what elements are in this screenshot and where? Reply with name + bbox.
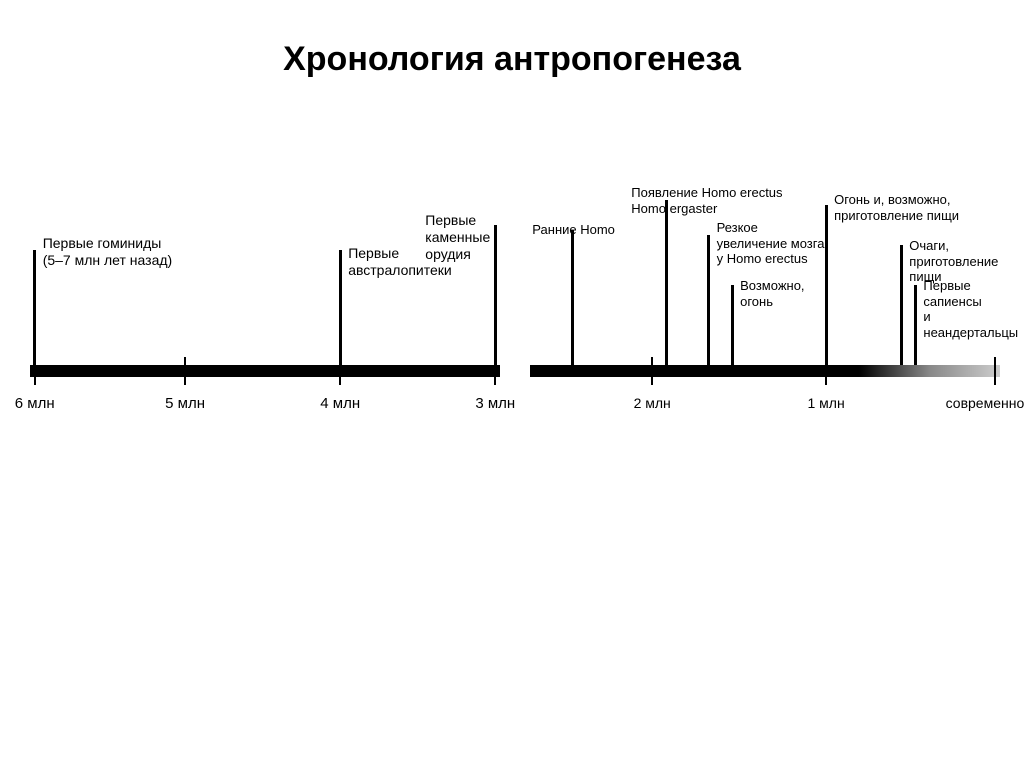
event-label: Первые гоминиды (5–7 млн лет назад) — [43, 235, 173, 269]
event-marker — [825, 205, 828, 365]
event-marker — [707, 235, 710, 365]
event-label: Первые сапиенсы и неандертальцы — [923, 278, 1024, 340]
event-marker — [339, 250, 342, 365]
axis-tick-label: 4 млн — [280, 395, 400, 412]
page-title: Хронология антропогенеза — [0, 40, 1024, 79]
event-label: Появление Homo erectus Homo ergaster — [631, 185, 782, 216]
axis-tick — [994, 357, 996, 385]
axis-tick-label: 6 млн — [0, 395, 95, 412]
event-label: Возможно, огонь — [740, 278, 804, 309]
event-marker — [571, 230, 574, 365]
event-marker — [665, 200, 668, 365]
axis-tick-label: 5 млн — [125, 395, 245, 412]
event-marker — [731, 285, 734, 365]
axis-tick-label: 2 млн — [592, 395, 712, 411]
event-label: Первые каменные орудия — [425, 212, 490, 262]
event-marker — [900, 245, 903, 365]
event-marker — [914, 285, 917, 365]
timeline-axis — [530, 365, 1000, 377]
event-marker — [33, 250, 36, 365]
axis-tick — [184, 357, 186, 385]
event-label: Ранние Homo — [532, 222, 615, 238]
event-label: Резкое увеличение мозга у Homo erectus — [717, 220, 825, 267]
event-label: Огонь и, возможно, приготовление пищи — [834, 192, 959, 223]
event-marker — [494, 225, 497, 365]
axis-tick-label: современность — [935, 395, 1024, 411]
axis-tick — [651, 357, 653, 385]
axis-tick-label: 3 млн — [435, 395, 555, 412]
axis-tick-label: 1 млн — [766, 395, 886, 411]
timeline-axis — [30, 365, 500, 377]
